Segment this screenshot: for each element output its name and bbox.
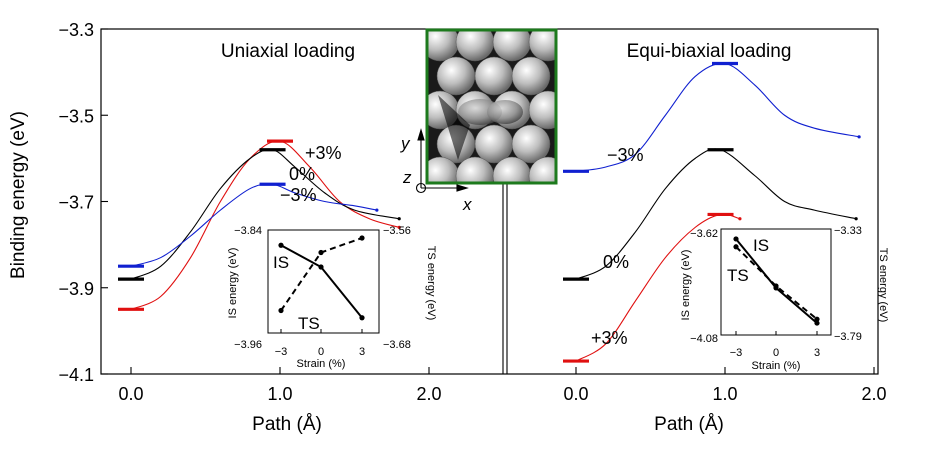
inset-ts-point <box>359 235 365 241</box>
inset-ts-point <box>318 249 324 256</box>
series-end-point <box>375 208 379 212</box>
y-tick-label: −3.7 <box>58 193 94 213</box>
inset1-xlabel: Strain (%) <box>752 360 801 372</box>
inset0-right-tick-bottom: −3.68 <box>383 339 411 351</box>
inset0-right-label: TS energy (eV) <box>425 246 437 321</box>
inset0-xlabel: Strain (%) <box>297 358 346 370</box>
inset-is-point <box>814 320 820 326</box>
inset0-left-tick-top: −3.84 <box>234 225 262 237</box>
atom-sphere <box>474 124 514 164</box>
inset1-is-label: IS <box>753 236 769 255</box>
y-tick-label: −3.9 <box>58 279 94 299</box>
series-label-0-right: 0% <box>603 252 629 272</box>
inset0-is-label: IS <box>273 253 289 272</box>
energy-curves <box>118 61 861 363</box>
x-tick-label: 2.0 <box>416 384 441 404</box>
inset0-right-tick-top: −3.56 <box>383 225 411 237</box>
inset0-left-label: IS energy (eV) <box>227 248 239 319</box>
series-end-point <box>857 135 861 139</box>
series-label-minus3-left: −3% <box>280 185 317 205</box>
x-axis: 0.0 1.0 2.0 0.0 1.0 2.0 <box>118 367 887 404</box>
axis-y-label: y <box>400 134 411 153</box>
inset1-right-tick-top: −3.33 <box>834 225 862 237</box>
series-end-point <box>738 217 742 221</box>
atom-sphere <box>474 56 514 96</box>
inset-ts-point <box>773 283 779 289</box>
y-tick-label: −3.5 <box>58 106 94 126</box>
series-end-point <box>397 225 401 229</box>
atom-sphere <box>528 156 555 182</box>
inset-is-point <box>318 264 324 270</box>
x-tick-label: 0.0 <box>563 384 588 404</box>
atom-sphere <box>492 156 532 182</box>
inset1-right-label: TS energy (eV) <box>877 248 889 323</box>
series-label-plus3-left: +3% <box>305 143 342 163</box>
atom-sphere <box>436 56 476 96</box>
inset-ts-point <box>278 307 284 314</box>
inset0-xtick: 0 <box>318 346 324 358</box>
inset1-xtick: 3 <box>814 347 820 359</box>
y-axis: −3.3 −3.5 −3.7 −3.9 −4.1 <box>58 20 108 385</box>
y-tick-label: −3.3 <box>58 20 94 40</box>
inset1-xtick: −3 <box>730 347 743 359</box>
inset0-ts-label: TS <box>298 314 320 333</box>
atom-sphere <box>511 56 551 96</box>
inset-biaxial <box>720 228 832 336</box>
coordinate-axes <box>415 128 469 194</box>
inset-uniaxial <box>267 229 380 334</box>
x-tick-label: 1.0 <box>712 384 737 404</box>
x-tick-label: 1.0 <box>267 384 292 404</box>
inset1-right-tick-bottom: −3.79 <box>834 331 862 343</box>
series-line <box>130 140 400 310</box>
series-end-point <box>854 217 858 221</box>
inset0-xtick: −3 <box>275 346 288 358</box>
inset-ts-point <box>733 244 739 250</box>
inset0-xtick: 3 <box>359 346 365 358</box>
inset-ts-point <box>814 316 820 322</box>
x-axis-label-right: Path (Å) <box>654 414 724 435</box>
atomic-structure-image <box>425 28 558 185</box>
y-axis-label: Binding energy (eV) <box>8 111 29 279</box>
inset1-ts-label: TS <box>727 266 749 285</box>
axis-x-label: x <box>462 195 472 214</box>
series-label-0-left: 0% <box>289 164 315 184</box>
series-label-minus3-right: −3% <box>607 145 644 165</box>
series-end-point <box>397 217 401 221</box>
structure-frame <box>425 28 558 185</box>
inset-is-point <box>359 315 365 321</box>
x-tick-label: 2.0 <box>861 384 886 404</box>
atom-sphere <box>511 124 551 164</box>
x-axis-label-left: Path (Å) <box>252 414 322 435</box>
inset1-left-label: IS energy (eV) <box>680 250 692 321</box>
series-line <box>575 62 860 172</box>
inset-is-point <box>733 236 739 242</box>
inset1-left-tick-top: −3.62 <box>690 228 718 240</box>
panel-title-uniaxial: Uniaxial loading <box>221 41 355 62</box>
inset1-xtick: 0 <box>773 347 779 359</box>
inset-is-point <box>278 242 284 248</box>
atom-sphere <box>528 31 555 62</box>
panel-title-biaxial: Equi-biaxial loading <box>627 41 792 62</box>
atom-sphere <box>528 90 555 130</box>
series-label-plus3-right: +3% <box>591 328 628 348</box>
inset1-left-tick-bottom: −4.08 <box>690 333 718 345</box>
x-tick-label: 0.0 <box>118 384 143 404</box>
y-tick-label: −4.1 <box>58 365 94 385</box>
inset0-left-tick-bottom: −3.96 <box>234 339 262 351</box>
axis-z-label: z <box>402 168 412 187</box>
